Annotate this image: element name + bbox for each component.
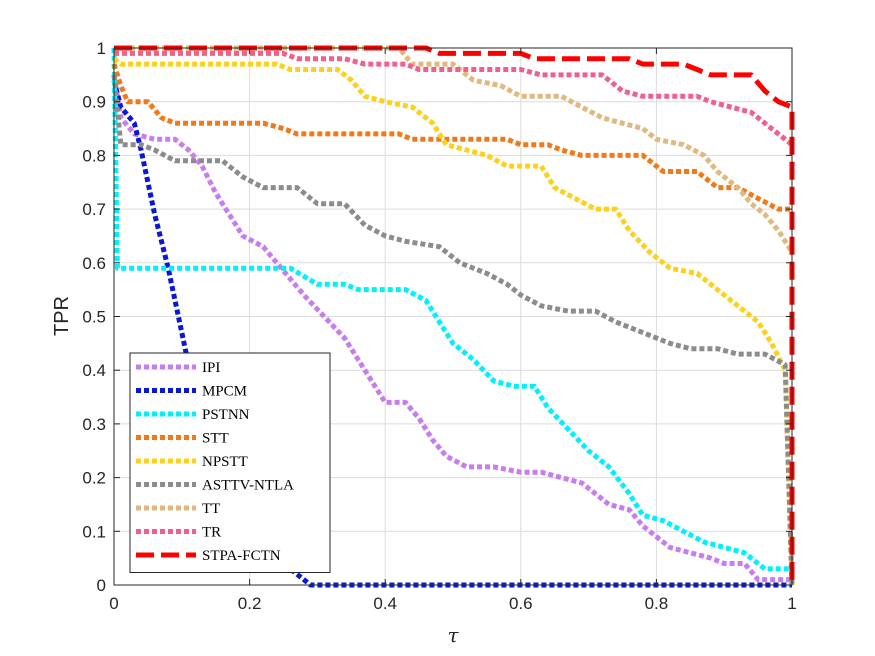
y-tick-label: 0.2 bbox=[82, 469, 106, 488]
y-tick-label: 0.9 bbox=[82, 93, 106, 112]
x-tick-label: 0 bbox=[109, 594, 118, 613]
y-tick-label: 0.7 bbox=[82, 200, 106, 219]
y-tick-label: 0.8 bbox=[82, 146, 106, 165]
series-line-stpa-fctn bbox=[114, 45, 795, 585]
x-tick-label: 1 bbox=[787, 594, 796, 613]
series-lines bbox=[111, 45, 795, 588]
legend-label-tt: TT bbox=[202, 501, 220, 517]
series-line-tr bbox=[114, 50, 794, 147]
legend-label-stt: STT bbox=[202, 431, 229, 447]
y-tick-label: 1 bbox=[97, 39, 106, 58]
y-tick-labels: 0 0.1 0.2 0.3 0.4 0.5 0.6 0.7 0.8 0.9 1 bbox=[82, 39, 106, 595]
legend-label-asttv-ntla: ASTTV-NTLA bbox=[202, 478, 294, 494]
y-axis-label: TPR bbox=[51, 296, 73, 336]
series-line-npstt bbox=[112, 56, 795, 586]
legend-label-ipi: IPI bbox=[202, 360, 220, 376]
x-tick-label: 0.4 bbox=[373, 594, 397, 613]
series-line-ipi bbox=[111, 74, 792, 583]
legend-label-stpa-fctn: STPA-FCTN bbox=[202, 548, 281, 564]
x-tick-label: 0.6 bbox=[509, 594, 533, 613]
series-line-stt bbox=[111, 63, 792, 212]
y-tick-label: 0.4 bbox=[82, 361, 106, 380]
x-tick-labels: 0 0.2 0.4 0.6 0.8 1 bbox=[109, 594, 796, 613]
x-tick-label: 0.8 bbox=[645, 594, 669, 613]
y-tick-label: 0.6 bbox=[82, 254, 106, 273]
y-tick-label: 0.3 bbox=[82, 415, 106, 434]
legend: IPI MPCM PSTNN STT NPSTT ASTTV-NTLA TT TR STPA-F… bbox=[129, 352, 331, 573]
legend-label-npstt: NPSTT bbox=[202, 454, 248, 470]
legend-label-mpcm: MPCM bbox=[202, 384, 247, 400]
x-axis-label: τ bbox=[447, 623, 459, 647]
series-line-pstnn bbox=[111, 47, 792, 572]
y-tick-label: 0 bbox=[97, 576, 106, 595]
legend-label-tr: TR bbox=[202, 525, 221, 541]
legend-label-pstnn: PSTNN bbox=[202, 407, 250, 423]
axis-ticks bbox=[113, 47, 793, 586]
y-tick-label: 0.5 bbox=[82, 308, 106, 327]
x-tick-label: 0.2 bbox=[238, 594, 262, 613]
y-tick-label: 0.1 bbox=[82, 522, 106, 541]
